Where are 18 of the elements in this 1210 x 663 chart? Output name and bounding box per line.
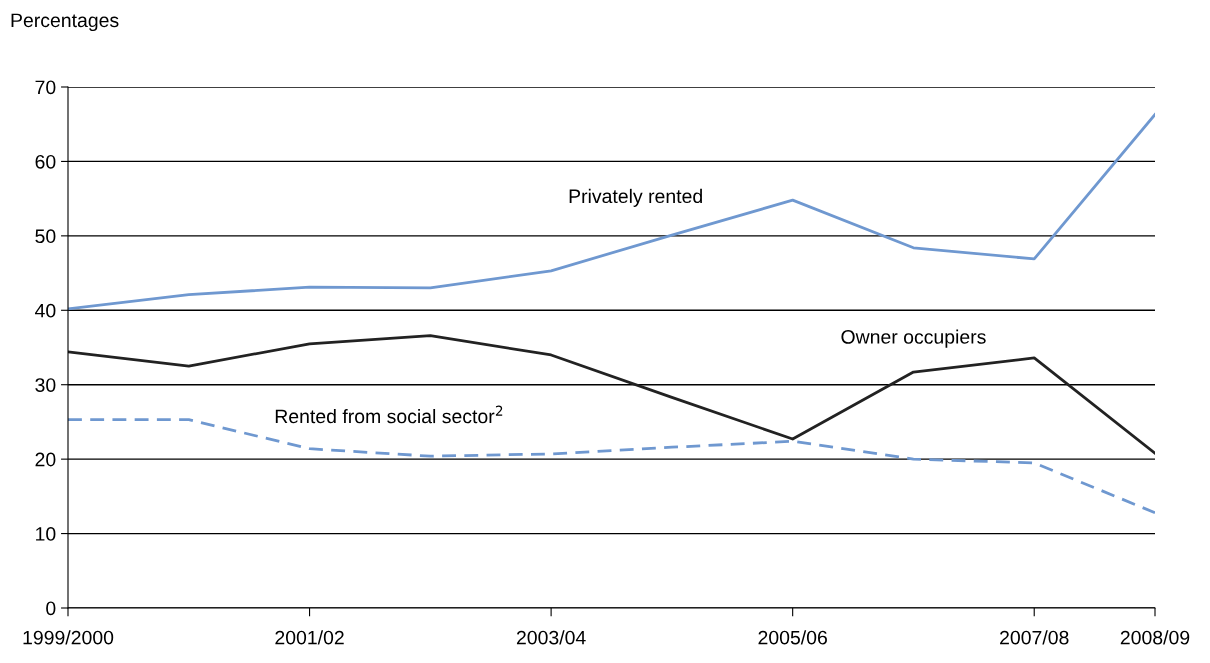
x-tick-label: 2001/02 [275,630,344,645]
y-tick-label: 50 [35,229,56,244]
x-tick-label: 2003/04 [516,630,586,645]
series-label: Rented from social sector$^{2}$ [275,405,503,424]
series-label: Privately rented [569,188,702,207]
x-tick-label: 1999/2000 [23,630,114,645]
y-tick-label: 0 [46,601,56,616]
x-tick-label: 2008/09 [1120,630,1190,645]
y-tick-label: 60 [35,154,56,169]
series-label: Owner occupiers [841,329,986,348]
x-tick-label: 2005/06 [758,630,827,645]
y-tick-label: 10 [36,527,56,541]
y-tick-label: 30 [35,378,56,392]
y-tick-label: 20 [35,452,56,467]
y-axis-title: Percentages [11,13,119,32]
y-tick-label: 70 [35,80,56,95]
x-tick-label: 2007/08 [1000,630,1069,645]
y-tick-label: 40 [35,303,56,318]
